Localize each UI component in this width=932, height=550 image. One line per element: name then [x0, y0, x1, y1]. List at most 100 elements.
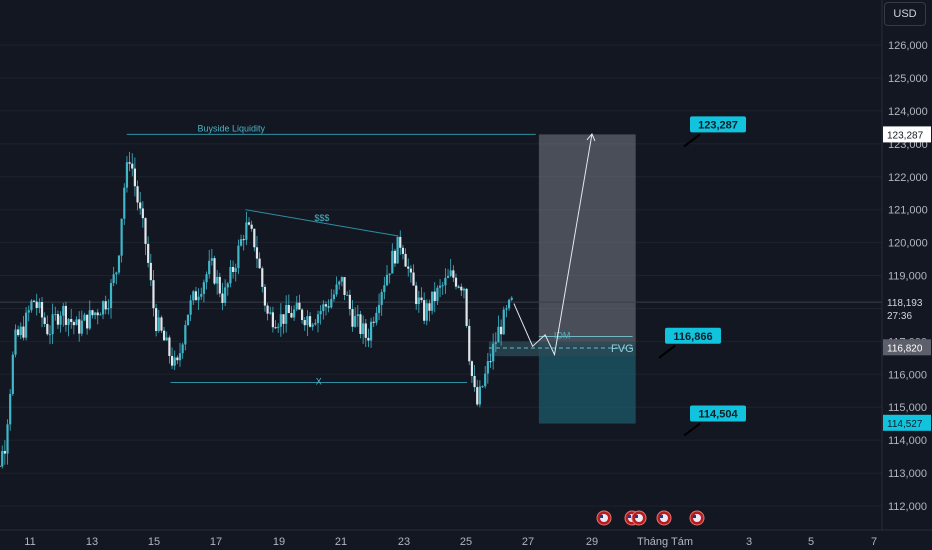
candle [261, 268, 264, 287]
x-tick-label: 27 [522, 536, 534, 548]
candle [369, 321, 373, 341]
candle [123, 187, 126, 219]
x-tick-label: 11 [24, 536, 35, 548]
x-tick-label: 21 [335, 536, 347, 548]
candle [396, 236, 399, 264]
candle [473, 375, 476, 388]
candle [462, 288, 466, 291]
candle [290, 313, 293, 318]
y-tick-label: 115,000 [888, 402, 927, 414]
y-tick-label: 121,000 [888, 205, 928, 217]
candle [239, 239, 243, 246]
candle [168, 337, 171, 356]
candle [359, 314, 362, 334]
candle [149, 262, 152, 281]
candle [56, 314, 60, 325]
candle [303, 320, 306, 326]
candle [407, 266, 410, 269]
candle [436, 287, 439, 301]
currency-label[interactable]: USD [884, 2, 926, 26]
candle [314, 322, 317, 325]
candle [17, 329, 20, 336]
candle [155, 308, 158, 332]
candle [393, 250, 397, 264]
candle [340, 277, 343, 282]
candle [51, 314, 54, 335]
candle [112, 274, 115, 284]
candle [470, 361, 474, 376]
us-flag-icon-canton [635, 515, 638, 518]
candle [59, 315, 62, 325]
callout-box [690, 405, 746, 422]
candle [208, 260, 211, 275]
target-zone [538, 134, 636, 346]
candle [170, 355, 174, 366]
callout-pointer [683, 133, 701, 148]
x-tick-label: 25 [460, 536, 472, 548]
candle [160, 317, 163, 331]
candle [38, 302, 41, 309]
candle [213, 258, 216, 284]
candle [476, 387, 479, 405]
grid-layer [0, 44, 882, 507]
candle [14, 329, 17, 355]
stop-zone [538, 345, 636, 424]
candle [242, 239, 245, 241]
candle [497, 326, 500, 343]
candle [446, 275, 450, 278]
event-icons [596, 510, 705, 526]
candle [417, 297, 420, 305]
y-tick-label: 112,000 [888, 501, 927, 513]
candle [107, 308, 110, 310]
candle [335, 284, 338, 295]
x-tick-label: 13 [86, 536, 98, 548]
candle [104, 301, 107, 310]
axis-badge [883, 339, 931, 356]
x-axis: 11 13 15 17 19 21 23 25 27 29 Tháng Tám 3 5 7 [0, 529, 932, 548]
candle [115, 272, 118, 275]
axis-badge-countdown: 27:36 [887, 311, 912, 322]
y-tick-label: 119,000 [888, 271, 927, 283]
candle [324, 304, 328, 307]
candle [86, 314, 89, 329]
y-tick-label: 120,000 [888, 238, 928, 250]
candle [420, 297, 423, 301]
triple-s-line [245, 209, 399, 237]
y-tick-label: 126,000 [888, 40, 928, 52]
candle [438, 285, 442, 288]
candle [19, 326, 22, 336]
candle [428, 303, 431, 311]
candle [465, 288, 468, 326]
candle [300, 309, 304, 321]
us-flag-icon-canton [628, 515, 631, 518]
candle [460, 286, 463, 291]
candle [133, 168, 136, 187]
candle [30, 300, 33, 311]
candle [409, 268, 412, 273]
x-tick-label: 29 [586, 536, 598, 548]
candle [125, 162, 129, 188]
axis-badge-label: 116,820 [887, 343, 923, 354]
buyside-liquidity-label: Buyside Liquidity [197, 123, 265, 133]
candle [415, 285, 418, 305]
candle [218, 276, 221, 294]
candle [48, 334, 52, 336]
candle [330, 299, 333, 308]
candle [226, 283, 229, 288]
x-tick-label: 17 [210, 536, 222, 548]
candle [6, 424, 9, 454]
candle [255, 247, 259, 259]
x-tick-label: 7 [871, 536, 877, 548]
candle [139, 202, 142, 209]
candle [391, 250, 394, 274]
candle [380, 292, 383, 305]
candle [298, 302, 301, 310]
candle [62, 305, 65, 316]
axis-badge [883, 414, 931, 431]
candle [22, 326, 25, 338]
candle [401, 247, 405, 254]
candle [70, 319, 73, 323]
candle [120, 218, 123, 256]
candle [250, 224, 253, 229]
